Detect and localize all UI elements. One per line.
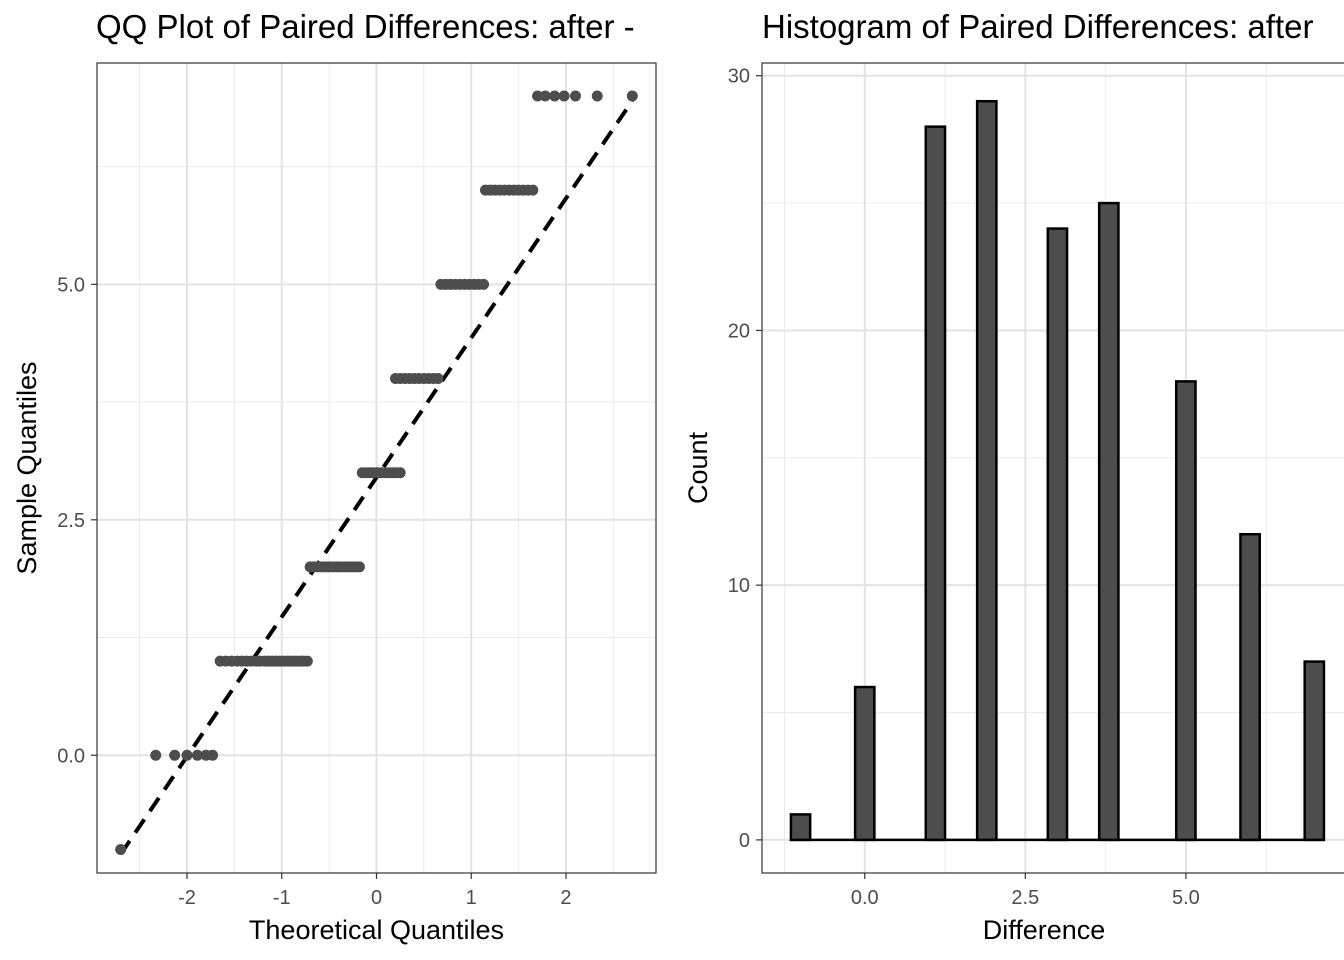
qq-point [626, 90, 638, 102]
qq-point [150, 749, 162, 761]
hist-bar [924, 125, 947, 842]
qq-x-tick-label: 1 [466, 887, 477, 909]
hist-y-tick-label: 20 [728, 320, 750, 342]
qq-point [207, 749, 219, 761]
qq-point [353, 561, 365, 573]
qq-plot-y-axis-title: Sample Quantiles [12, 361, 42, 574]
hist-y-tick-label: 10 [728, 575, 750, 597]
qq-point [115, 843, 127, 855]
hist-bar [1303, 660, 1326, 842]
hist-bar [1174, 380, 1197, 842]
hist-x-tick-label: 5.0 [1172, 887, 1200, 909]
histogram-title: Histogram of Paired Differences: after [762, 8, 1313, 45]
histogram-y-axis-title: Count [683, 431, 713, 504]
hist-bar [975, 99, 998, 842]
qq-x-tick-label: 2 [560, 887, 571, 909]
qq-plot-points [115, 90, 638, 855]
hist-bar [1046, 227, 1069, 842]
histogram-x-axis: 0.0 2.5 5.0 [851, 873, 1200, 909]
qq-x-tick-label: -2 [178, 887, 196, 909]
histogram-y-axis: 0 10 20 30 [728, 66, 762, 852]
qq-point [527, 184, 539, 196]
qq-point [181, 749, 193, 761]
qq-x-tick-label: -1 [273, 887, 291, 909]
qq-plot-x-axis: -2 -1 0 1 2 [178, 873, 572, 909]
hist-y-tick-label: 30 [728, 66, 750, 88]
qq-plot-title: QQ Plot of Paired Differences: after - [96, 8, 635, 45]
qq-y-tick-label: 2.5 [57, 510, 85, 532]
qq-plot-x-axis-title: Theoretical Quantiles [249, 915, 504, 945]
qq-y-tick-label: 5.0 [57, 274, 85, 296]
qq-x-tick-label: 0 [371, 887, 382, 909]
hist-bar [853, 685, 876, 842]
qq-point [478, 278, 490, 290]
qq-point [432, 373, 444, 385]
qq-point [591, 90, 603, 102]
qq-point [191, 749, 203, 761]
qq-point [539, 90, 551, 102]
qq-point [532, 90, 544, 102]
qq-point [301, 655, 313, 667]
qq-plot-panel: QQ Plot of Paired Differences: after - -… [12, 8, 657, 945]
qq-point [549, 90, 561, 102]
qq-plot-y-axis: 0.0 2.5 5.0 [57, 274, 97, 767]
hist-bar [789, 813, 812, 842]
histogram-border [761, 62, 1344, 874]
qq-point [394, 467, 406, 479]
hist-bar [1239, 532, 1261, 842]
histogram-x-axis-title: Difference [983, 915, 1106, 945]
hist-x-tick-label: 2.5 [1011, 887, 1039, 909]
hist-y-tick-label: 0 [739, 830, 750, 852]
qq-y-tick-label: 0.0 [57, 745, 85, 767]
histogram-bars [789, 99, 1326, 842]
qq-point [558, 90, 570, 102]
hist-bar [1097, 201, 1120, 842]
histogram-panel: Histogram of Paired Differences: after 0… [683, 8, 1344, 945]
qq-point [569, 90, 581, 102]
qq-point [169, 749, 181, 761]
hist-x-tick-label: 0.0 [851, 887, 879, 909]
